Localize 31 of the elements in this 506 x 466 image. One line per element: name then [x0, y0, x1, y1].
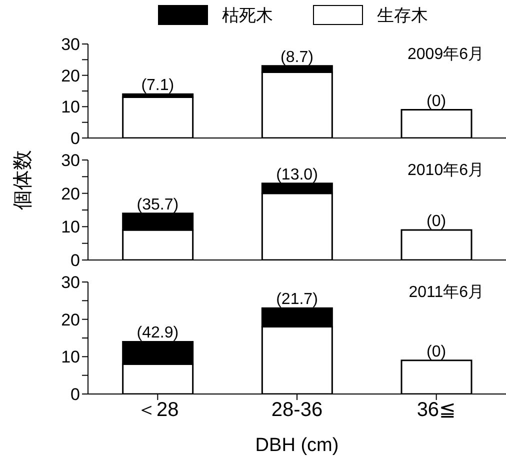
y-tick-label: 0 — [70, 385, 80, 404]
annotation: (21.7) — [276, 291, 318, 308]
y-tick-label: 10 — [61, 98, 80, 117]
y-tick-label: 10 — [61, 348, 80, 367]
y-axis-title: 個体数 — [12, 150, 34, 210]
y-tick-label: 30 — [61, 273, 80, 292]
y-tick-label: 30 — [61, 151, 80, 170]
annotation: 2011年6月 — [408, 283, 484, 303]
y-tick-label: 0 — [70, 251, 80, 270]
legend-label: 生存木 — [377, 4, 428, 26]
y-tick-label: 30 — [61, 35, 80, 54]
annotation: (42.9) — [136, 324, 179, 342]
annotation: (35.7) — [136, 196, 179, 214]
x-tick-label: 28-36 — [271, 399, 323, 422]
y-tick-label: 20 — [61, 184, 80, 204]
x-tick-label: 36≦ — [416, 399, 456, 422]
annotation: (8.7) — [280, 48, 314, 66]
legend-label: 枯死木 — [222, 4, 273, 26]
annotation: 2010年6月 — [408, 161, 484, 181]
y-tick-label: 0 — [70, 129, 80, 148]
annotation: 2009年6月 — [408, 45, 484, 65]
y-tick-label: 20 — [61, 310, 80, 330]
annotation: (7.1) — [141, 77, 174, 94]
x-tick-label: ＜28 — [136, 399, 179, 422]
annotation: (0) — [426, 92, 446, 110]
annotation: (13.0) — [276, 166, 318, 184]
y-tick-label: 10 — [61, 218, 80, 237]
x-axis-title: DBH (cm) — [255, 435, 339, 456]
annotation: (0) — [426, 343, 446, 360]
annotation: (0) — [426, 213, 446, 230]
y-tick-label: 20 — [61, 66, 80, 86]
